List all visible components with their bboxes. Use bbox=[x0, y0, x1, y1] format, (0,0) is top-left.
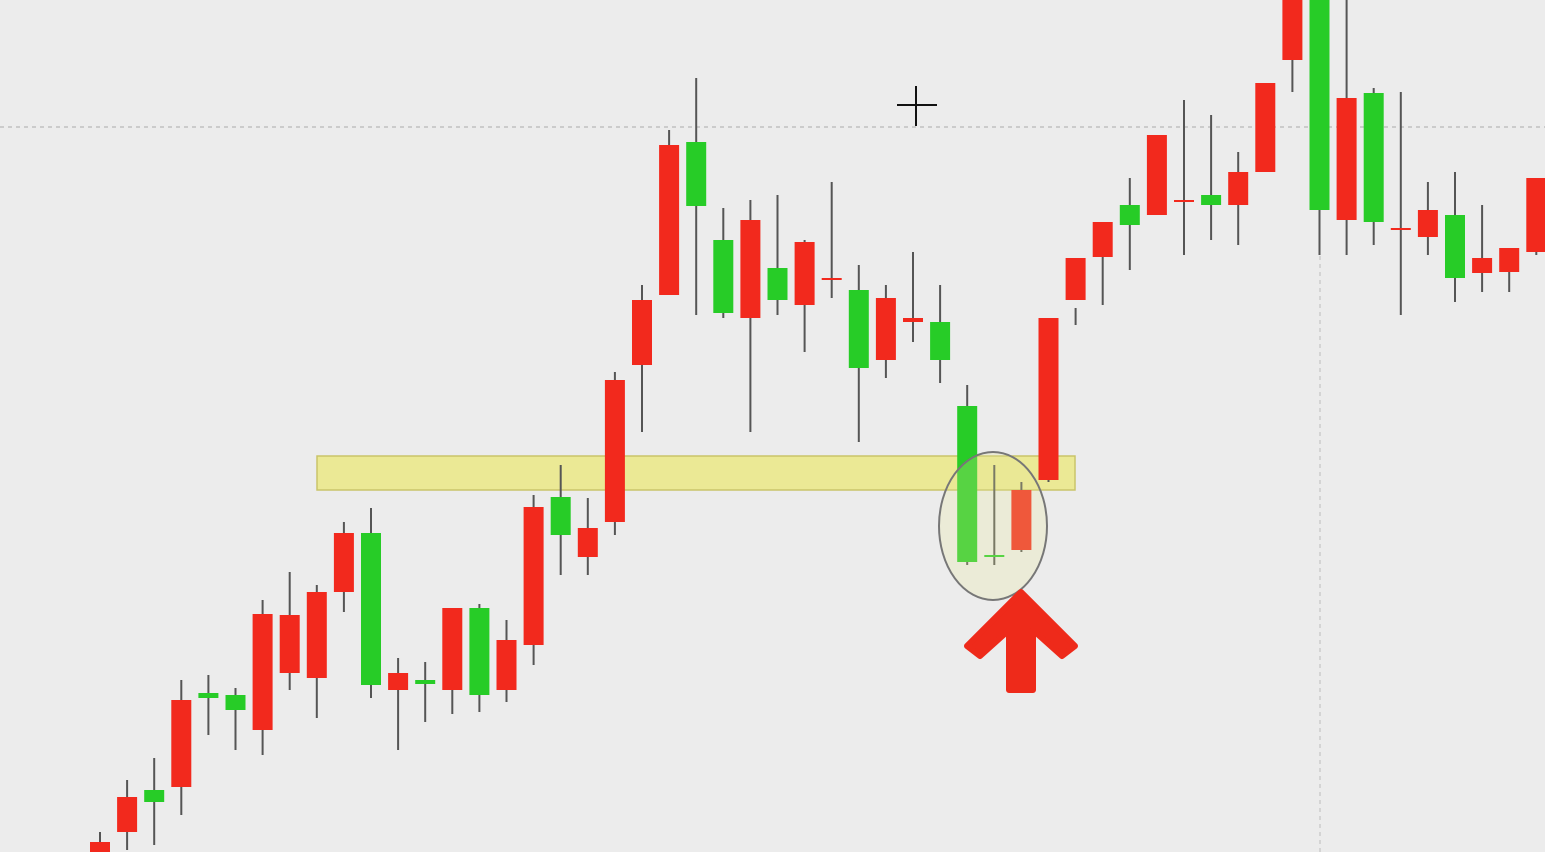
highlight-ellipse bbox=[938, 451, 1048, 601]
candle-body bbox=[821, 278, 842, 280]
candle-body bbox=[632, 300, 652, 365]
candle-body bbox=[388, 673, 409, 690]
candle-body bbox=[1363, 93, 1384, 222]
candle-body bbox=[1092, 222, 1113, 257]
candle-body bbox=[659, 145, 680, 295]
candle-body bbox=[252, 614, 273, 730]
candle-body bbox=[1228, 172, 1249, 205]
candle-body bbox=[496, 640, 517, 690]
candle-body bbox=[1011, 490, 1032, 550]
candle-body bbox=[90, 842, 110, 852]
candle-body bbox=[740, 220, 761, 318]
candle-body bbox=[306, 592, 327, 678]
candle-body bbox=[604, 380, 625, 522]
candle-body bbox=[1201, 195, 1222, 205]
candle-body bbox=[794, 242, 815, 305]
cursor bbox=[897, 86, 937, 126]
candle-body bbox=[713, 240, 734, 313]
candle-body bbox=[1119, 205, 1140, 225]
candle-body bbox=[1255, 83, 1276, 172]
candle-body bbox=[1417, 210, 1438, 237]
candle-body bbox=[225, 695, 246, 710]
candle-body bbox=[984, 555, 1005, 557]
candle-body bbox=[1336, 98, 1357, 220]
candle-body bbox=[1526, 178, 1545, 252]
candle-body bbox=[1174, 200, 1194, 202]
candle-body bbox=[848, 290, 869, 368]
candle-body bbox=[957, 406, 978, 562]
candle-body bbox=[361, 533, 381, 685]
candle-body bbox=[686, 142, 707, 206]
candle-body bbox=[144, 790, 165, 802]
candle-body bbox=[930, 322, 951, 360]
candles bbox=[90, 0, 1545, 852]
candle-body bbox=[1445, 215, 1465, 278]
candle-body bbox=[550, 497, 571, 535]
candle-body bbox=[171, 700, 192, 787]
candle-body bbox=[523, 507, 544, 645]
arrow bbox=[964, 589, 1078, 693]
candle-body bbox=[1146, 135, 1167, 215]
candle-body bbox=[1472, 258, 1493, 273]
candle-body bbox=[1065, 258, 1086, 300]
candle-body bbox=[279, 615, 300, 673]
candle-body bbox=[903, 318, 923, 322]
candle-body bbox=[415, 680, 436, 684]
candle-body bbox=[767, 268, 788, 300]
candle-body bbox=[1309, 0, 1330, 210]
candle-body bbox=[577, 528, 598, 557]
candle-body bbox=[333, 533, 354, 592]
candle-body bbox=[1038, 318, 1059, 480]
candle-body bbox=[1390, 228, 1411, 230]
candle-body bbox=[1499, 248, 1520, 272]
candle-body bbox=[198, 693, 219, 698]
candle-body bbox=[469, 608, 490, 695]
candle-body bbox=[442, 608, 463, 690]
candle-body bbox=[875, 298, 896, 360]
candle-body bbox=[1282, 0, 1303, 60]
candle-body bbox=[117, 797, 138, 832]
